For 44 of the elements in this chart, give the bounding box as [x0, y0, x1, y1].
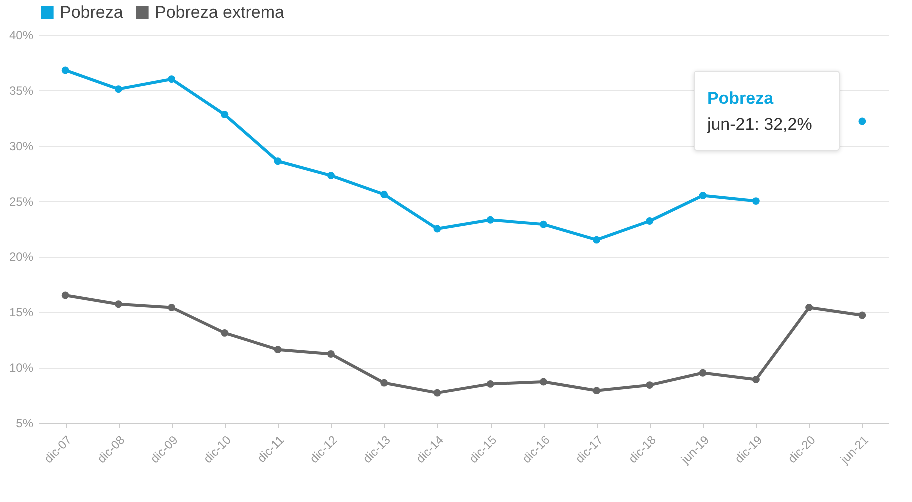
tooltip-box: Pobreza jun-21: 32,2% [694, 71, 840, 152]
point [806, 304, 814, 312]
point [540, 378, 548, 386]
point [486, 216, 494, 224]
y-tick-label: 35% [9, 84, 34, 98]
point [593, 387, 601, 395]
y-tick-label: 5% [16, 416, 34, 430]
point [380, 379, 388, 387]
y-tick-label: 40% [9, 28, 34, 42]
y-tick-label: 10% [9, 361, 34, 376]
point [221, 111, 229, 119]
point [858, 118, 866, 126]
point [114, 86, 122, 94]
point [274, 346, 282, 354]
point [646, 382, 654, 390]
point [540, 220, 548, 228]
point [114, 300, 122, 308]
y-tick-label: 25% [9, 194, 34, 209]
point [699, 369, 707, 377]
legend-label: Pobreza extrema [155, 2, 285, 22]
annotation: jun-21: 32,2% [707, 114, 814, 136]
point [646, 218, 654, 225]
point [593, 236, 601, 244]
point [752, 376, 760, 384]
point [168, 76, 176, 84]
point [380, 190, 388, 198]
y-tick-label: 15% [9, 306, 34, 320]
point [434, 225, 442, 233]
y-tick-label: 20% [9, 250, 34, 264]
point [327, 172, 335, 180]
point [62, 66, 70, 74]
legend-label: Pobreza [60, 2, 124, 22]
point [62, 292, 70, 300]
point [221, 330, 229, 337]
point [274, 158, 282, 166]
point [486, 380, 494, 388]
point [699, 192, 707, 200]
point [327, 350, 335, 358]
point [858, 312, 866, 320]
annotation: Pobreza [707, 88, 775, 110]
point [168, 304, 176, 312]
y-tick-label: 30% [9, 139, 34, 154]
point [434, 389, 442, 397]
point [752, 198, 760, 205]
